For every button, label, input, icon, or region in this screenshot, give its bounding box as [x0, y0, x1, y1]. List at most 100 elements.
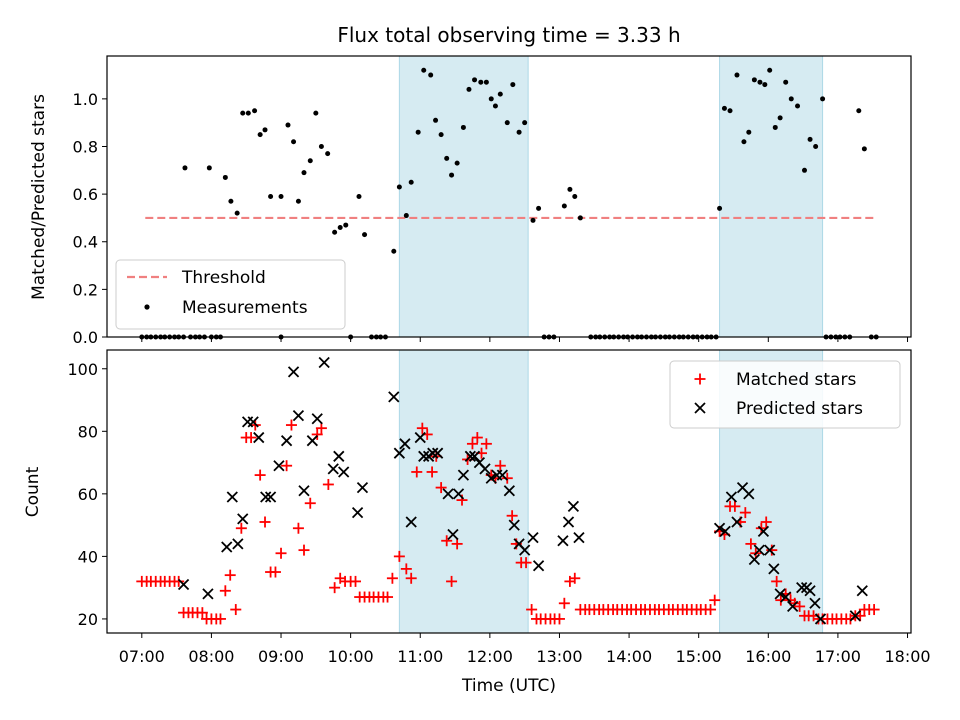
- predicted-star-point: [318, 356, 330, 369]
- measurement-point: [460, 124, 466, 130]
- predicted-star-point: [253, 431, 265, 444]
- predicted-star-point: [748, 553, 761, 566]
- measurement-point: [362, 232, 368, 238]
- bottom-x-ticks: 07:00 08:00 09:00 10:00 11:00 12:00 13:00 14:00…: [119, 633, 931, 666]
- measurement-point: [391, 248, 397, 254]
- predicted-star-point: [468, 450, 481, 462]
- predicted-star-point-b: [327, 463, 339, 475]
- measurement-point: [356, 194, 362, 199]
- matched-star-point: [411, 466, 423, 478]
- measurement-point: [438, 132, 444, 138]
- measurement-point: [536, 205, 542, 211]
- predicted-star-point-b: [473, 456, 486, 469]
- bottom-y-tick-label: 60: [78, 485, 98, 504]
- predicted-star-point: [452, 488, 465, 500]
- predicted-star-point-b: [311, 413, 323, 425]
- measurement-point: [767, 67, 773, 73]
- predicted-star-point-b: [333, 450, 345, 462]
- predicted-star-point-b: [253, 431, 265, 444]
- predicted-star-point: [780, 591, 792, 603]
- predicted-star-point: [280, 435, 293, 447]
- measurement-point: [466, 86, 472, 92]
- predicted-star-point: [338, 466, 350, 478]
- predicted-star-point: [432, 447, 444, 459]
- measurement-point: [801, 167, 807, 173]
- measurement-point: [721, 105, 727, 111]
- predicted-star-point-b: [338, 466, 350, 478]
- measurement-point: [278, 194, 284, 199]
- predicted-star-point: [713, 522, 726, 534]
- predicted-star-point-b: [573, 531, 585, 544]
- matched-star-point: [426, 466, 438, 478]
- measurement-point: [762, 82, 768, 88]
- matched-star-point: [386, 572, 398, 584]
- predicted-star-point: [856, 585, 868, 597]
- measurement-point: [245, 110, 251, 116]
- matched-star-point: [259, 516, 271, 528]
- bottom-y-tick-label: 80: [78, 422, 98, 441]
- measurement-point: [813, 143, 819, 149]
- predicted-star-point: [743, 488, 755, 500]
- predicted-star-point-b: [856, 585, 868, 597]
- predicted-star-point-b: [393, 447, 406, 459]
- bottom-panel: 20 40 60 80 100 07:00 08:00 09:00 10:00 11:00 12:…: [23, 349, 931, 696]
- predicted-star-point: [399, 438, 411, 450]
- measurement-point: [295, 198, 301, 204]
- measurement-point: [428, 72, 434, 78]
- predicted-star-point-b: [774, 588, 786, 600]
- x-tick-label: 17:00: [815, 647, 861, 666]
- matched-star-point: [405, 572, 417, 584]
- matched-star-point: [298, 544, 310, 556]
- predicted-star-point: [562, 516, 575, 528]
- predicted-star-point-b: [787, 600, 799, 613]
- top-y-ticks: 0.0 0.2 0.4 0.6 0.8 1.0: [73, 90, 107, 347]
- predicted-star-point-b: [725, 491, 738, 503]
- predicted-star-point-b: [356, 481, 369, 494]
- measurement-point: [222, 174, 228, 180]
- bottom-y-tick-label: 100: [67, 360, 98, 379]
- predicted-star-point-b: [292, 410, 305, 422]
- predicted-star-point-b: [427, 447, 439, 459]
- predicted-star-point-b: [567, 500, 580, 512]
- predicted-star-point-b: [247, 416, 259, 428]
- measurement-point: [492, 103, 498, 109]
- predicted-star-point: [356, 481, 369, 494]
- predicted-star-point: [479, 463, 491, 475]
- x-tick-label: 08:00: [188, 647, 234, 666]
- predicted-star-point-b: [457, 469, 470, 481]
- predicted-star-point: [427, 447, 439, 459]
- predicted-star-point-b: [814, 613, 827, 625]
- measurement-point: [734, 72, 740, 78]
- top-y-tick-label: 1.0: [73, 90, 98, 109]
- predicted-star-point-b: [764, 544, 776, 556]
- matched-star-point: [558, 597, 570, 609]
- measurement-point: [182, 165, 188, 171]
- matched-legend-label: Matched stars: [736, 370, 856, 390]
- top-legend-box: [115, 259, 346, 330]
- predicted-star-point-b: [388, 391, 400, 403]
- predicted-star-point-b: [557, 535, 569, 547]
- matched-star-point: [230, 604, 242, 616]
- threshold-legend-label: Threshold: [181, 268, 266, 288]
- measurement-point: [408, 179, 414, 185]
- predicted-star-point: [306, 435, 318, 447]
- matched-star-point: [281, 460, 293, 472]
- measurement-point: [783, 79, 789, 85]
- measurement-point: [454, 160, 460, 166]
- predicted-star-point-b: [237, 513, 249, 525]
- predicted-star-point-b: [743, 488, 755, 500]
- predicted-star-point: [442, 488, 454, 500]
- predicted-star-point-b: [351, 506, 364, 519]
- predicted-star-point-b: [226, 491, 238, 503]
- top-x-ticks: [141, 337, 909, 342]
- bottom-y-tick-label: 40: [78, 547, 98, 566]
- top-y-tick-label: 0.6: [73, 185, 98, 204]
- measurement-point: [472, 77, 478, 83]
- measurement-point: [757, 79, 763, 85]
- x-tick-label: 16:00: [745, 647, 791, 666]
- top-y-tick-label: 0.4: [73, 233, 98, 252]
- measurement-point: [307, 158, 313, 164]
- matched-star-point: [441, 535, 453, 547]
- measurement-point: [396, 184, 402, 190]
- matched-star-point: [245, 432, 257, 444]
